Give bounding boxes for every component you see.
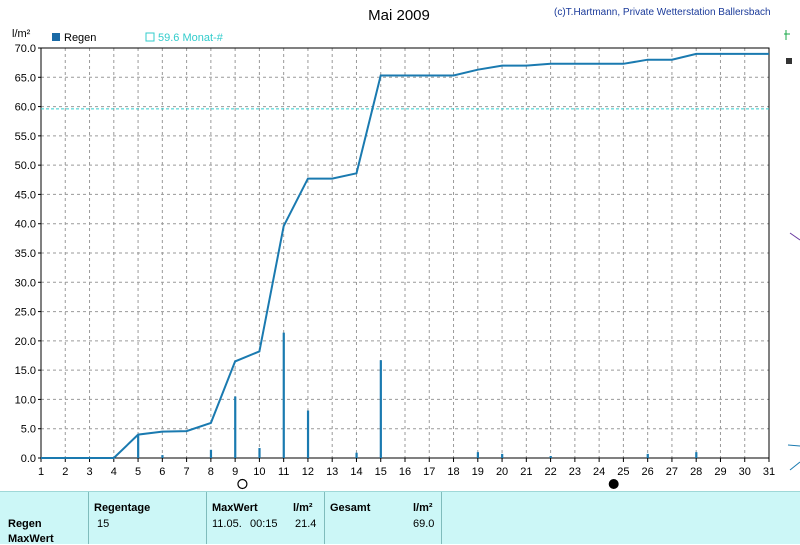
y-tick-label: 35.0: [15, 248, 36, 260]
x-tick-label: 14: [350, 466, 362, 478]
daily-rain-bar: [161, 455, 164, 458]
x-tick-label: 7: [184, 466, 190, 478]
x-tick-label: 12: [302, 466, 314, 478]
x-tick-label: 6: [159, 466, 165, 478]
right-edge-decor: [784, 30, 800, 471]
y-tick-label: 45.0: [15, 189, 36, 201]
x-tick-label: 11: [278, 466, 289, 478]
y-tick-label: 55.0: [15, 131, 36, 143]
y-tick-label: 60.0: [15, 102, 36, 114]
daily-rain-bar: [646, 453, 649, 458]
x-tick-label: 19: [472, 466, 484, 478]
daily-rain-bar: [209, 449, 213, 458]
legend-regen-label: Regen: [64, 32, 96, 44]
x-tick-label: 24: [593, 466, 605, 478]
x-axis: 1 2 3 4 5 6 7 8 9 10 11 12 13 14 15 16 17 18 19 20 21 22 23 24 2…: [38, 458, 775, 478]
maxwert-date: 11.05.: [212, 518, 242, 530]
x-tick-label: 5: [135, 466, 141, 478]
row-label-regen: Regen: [8, 518, 42, 530]
x-tick-label: 17: [423, 466, 435, 478]
x-tick-label: 20: [496, 466, 508, 478]
y-tick-label: 40.0: [15, 219, 36, 231]
x-tick-label: 1: [38, 466, 44, 478]
full-moon-icon: [237, 478, 248, 490]
maxwert-header: MaxWert: [212, 502, 258, 514]
y-tick-label: 10.0: [15, 394, 36, 406]
daily-rain-bar: [137, 434, 140, 458]
x-tick-label: 29: [714, 466, 726, 478]
x-tick-label: 22: [544, 466, 556, 478]
y-tick-label: 30.0: [15, 277, 36, 289]
divider: [88, 492, 89, 544]
daily-rain-bar: [258, 448, 261, 458]
daily-rain-bar: [501, 453, 504, 458]
maxwert-unit: l/m²: [293, 502, 313, 514]
daily-rain-bar: [282, 332, 285, 458]
moon-phases: [237, 478, 619, 490]
y-tick-label: 70.0: [15, 43, 36, 55]
daily-rain-bar: [379, 360, 382, 458]
x-tick-label: 9: [232, 466, 238, 478]
daily-rain-bar: [355, 452, 358, 458]
x-tick-label: 21: [520, 466, 532, 478]
y-tick-label: 25.0: [15, 307, 36, 319]
daily-rain-bar: [695, 452, 698, 458]
y-tick-label: 50.0: [15, 160, 36, 172]
x-tick-label: 26: [642, 466, 654, 478]
grid: [41, 48, 769, 458]
x-tick-label: 4: [111, 466, 117, 478]
x-tick-label: 10: [253, 466, 265, 478]
x-tick-label: 13: [326, 466, 338, 478]
stats-panel: Regen MaxWert Regentage 15 MaxWert l/m² …: [0, 491, 800, 545]
x-tick-label: 3: [86, 466, 92, 478]
copyright-text: (c)T.Hartmann, Private Wetterstation Bal…: [554, 7, 771, 18]
y-tick-label: 65.0: [15, 72, 36, 84]
legend-monat-swatch: [145, 32, 155, 42]
row-label-maxwert: MaxWert: [8, 533, 54, 545]
divider: [206, 492, 207, 544]
y-tick-label: 20.0: [15, 336, 36, 348]
y-tick-label: 0.0: [21, 453, 36, 465]
maxwert-time: 00:15: [250, 518, 278, 530]
x-tick-label: 28: [690, 466, 702, 478]
gesamt-unit: l/m²: [413, 502, 433, 514]
daily-rain-bar: [306, 410, 310, 458]
regentage-value: 15: [97, 518, 110, 530]
y-axis: 0.0 5.0 10.0 15.0 20.0 25.0 30.0 35.0 40.0 45.0 50…: [15, 43, 41, 465]
daily-rain-bars: [137, 332, 698, 458]
gesamt-header: Gesamt: [330, 502, 371, 514]
legend: Regen 59.6 Monat-#: [52, 32, 224, 44]
chart-title: Mai 2009: [368, 7, 430, 24]
divider: [324, 492, 325, 544]
regentage-header: Regentage: [94, 502, 151, 514]
x-tick-label: 16: [399, 466, 411, 478]
x-tick-label: 25: [617, 466, 629, 478]
rain-chart: Mai 2009 (c)T.Hartmann, Private Wetterst…: [12, 7, 800, 490]
x-tick-label: 30: [739, 466, 751, 478]
y-axis-unit: l/m²: [12, 28, 31, 40]
x-tick-label: 15: [375, 466, 387, 478]
x-tick-label: 18: [447, 466, 459, 478]
maxwert-value: 21.4: [295, 518, 317, 530]
daily-rain-bar: [476, 452, 479, 458]
daily-rain-bar: [234, 396, 237, 458]
x-tick-label: 23: [569, 466, 581, 478]
daily-rain-bar: [549, 456, 552, 458]
y-tick-label: 15.0: [15, 365, 36, 377]
cumulative-rain-line: [41, 52, 769, 459]
x-tick-label: 8: [208, 466, 214, 478]
x-tick-label: 2: [62, 466, 68, 478]
y-tick-label: 5.0: [21, 424, 36, 436]
legend-regen-swatch: [52, 33, 60, 41]
x-tick-label: 31: [763, 466, 775, 478]
gesamt-value: 69.0: [413, 518, 435, 530]
legend-monat-label: 59.6 Monat-#: [158, 32, 224, 44]
x-tick-label: 27: [666, 466, 678, 478]
divider: [441, 492, 442, 544]
new-moon-icon: [608, 479, 619, 489]
